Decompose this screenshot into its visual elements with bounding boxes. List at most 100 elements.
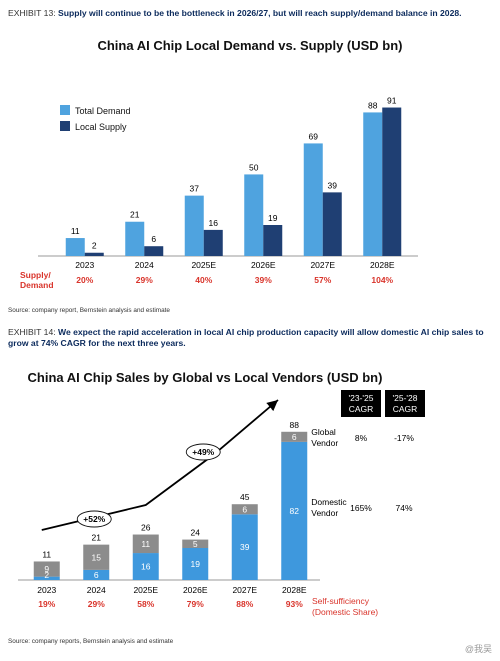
data-label-local-supply: 16: [209, 218, 219, 228]
cagr-value: -17%: [394, 433, 414, 443]
bar-domestic-vendor: [33, 576, 60, 580]
data-label-total: 45: [240, 492, 250, 502]
cagr-header-box: [385, 390, 425, 417]
cagr-header-line: CAGR: [349, 404, 374, 414]
self-sufficiency-value: 58%: [137, 599, 154, 609]
exhibit13-headline: Supply will continue to be the bottlenec…: [58, 8, 462, 18]
vendor-sales-chart: China AI Chip Sales by Global vs Local V…: [18, 370, 425, 617]
self-sufficiency-value: 88%: [236, 599, 253, 609]
growth-annotation-label: +49%: [192, 447, 214, 457]
growth-annotation-bubble: [185, 443, 221, 461]
data-label-total: 24: [191, 528, 201, 538]
growth-annotation-label: +52%: [83, 514, 105, 524]
supply-demand-ratio: 104%: [371, 275, 393, 285]
legend-swatch-total-demand: [60, 105, 70, 115]
data-label-domestic-vendor: 16: [141, 562, 151, 572]
data-label-global-vendor: 6: [292, 432, 297, 442]
supply-demand-ratio: 40%: [195, 275, 212, 285]
bar-global-vendor: [83, 544, 110, 570]
x-tick-label: 2027E: [310, 260, 335, 270]
data-label-total: 88: [290, 420, 300, 430]
series-label-line: Vendor: [311, 438, 338, 448]
x-tick-label: 2025E: [133, 585, 158, 595]
bar-local-supply: [84, 252, 104, 256]
supply-demand-ratio: 39%: [255, 275, 272, 285]
cagr-header-label: '25-'28 CAGR: [393, 393, 418, 414]
cagr-header-line: '25-'28: [393, 393, 418, 403]
data-label-total: 21: [92, 533, 102, 543]
bar-total-demand: [303, 143, 323, 256]
bar-local-supply: [382, 107, 402, 257]
supply-demand-ratio: 57%: [314, 275, 331, 285]
x-tick-label: 2023: [37, 585, 56, 595]
data-label-local-supply: 19: [268, 213, 278, 223]
bar-total-demand: [125, 221, 145, 256]
cagr-header-box: [341, 390, 381, 417]
chart2-title: China AI Chip Sales by Global vs Local V…: [28, 370, 383, 385]
x-tick-label: 2028E: [370, 260, 395, 270]
bar-total-demand: [363, 112, 383, 256]
bar-local-supply: [322, 192, 342, 256]
data-label-local-supply: 6: [151, 234, 156, 244]
bar-domestic-vendor: [83, 569, 110, 580]
bar-local-supply: [203, 229, 223, 256]
x-tick-label: 2027E: [232, 585, 257, 595]
self-sufficiency-row-label: Self-sufficiency (Domestic Share): [312, 596, 378, 617]
bar-global-vendor: [281, 431, 308, 442]
x-tick-label: 2025E: [191, 260, 216, 270]
self-sufficiency-value: 79%: [187, 599, 204, 609]
exhibit13-label: EXHIBIT 13:: [8, 8, 56, 18]
demand-supply-chart: China AI Chip Local Demand vs. Supply (U…: [20, 38, 418, 290]
chart1-title: China AI Chip Local Demand vs. Supply (U…: [97, 38, 402, 53]
cagr-value: 165%: [350, 503, 372, 513]
legend-swatch-local-supply: [60, 121, 70, 131]
data-label-global-vendor: 11: [141, 539, 150, 549]
series-label-line: Vendor: [311, 508, 338, 518]
data-label-domestic-vendor: 2: [44, 570, 49, 580]
data-label-total: 26: [141, 523, 151, 533]
data-label-global-vendor: 15: [92, 552, 102, 562]
data-label-local-supply: 2: [92, 241, 97, 251]
bar-total-demand: [65, 238, 85, 256]
bar-domestic-vendor: [182, 548, 209, 580]
data-label-local-supply: 39: [328, 180, 338, 190]
data-label-total-demand: 88: [368, 100, 378, 110]
bar-domestic-vendor: [281, 441, 308, 580]
legend-label-total-demand: Total Demand: [75, 106, 131, 116]
exhibit14-headline: We expect the rapid acceleration in loca…: [8, 327, 484, 348]
bar-global-vendor: [132, 534, 159, 554]
data-label-total-demand: 37: [190, 184, 200, 194]
exhibit13-header: EXHIBIT 13: Supply will continue to be t…: [8, 8, 493, 19]
bar-total-demand: [184, 195, 204, 256]
bar-local-supply: [144, 246, 164, 256]
cagr-header-line: CAGR: [393, 404, 418, 414]
bar-total-demand: [244, 174, 264, 256]
data-label-global-vendor: 9: [44, 564, 49, 574]
supply-demand-row-label-line: Supply/: [20, 270, 51, 280]
data-label-total-demand: 50: [249, 162, 259, 172]
data-label-total-demand: 69: [309, 131, 319, 141]
exhibit14-header: EXHIBIT 14: We expect the rapid accelera…: [8, 327, 493, 349]
data-label-domestic-vendor: 39: [240, 542, 250, 552]
bar-domestic-vendor: [231, 514, 258, 580]
data-label-total: 11: [42, 549, 51, 559]
self-sufficiency-row-label-line: (Domestic Share): [312, 607, 378, 617]
series-label-domestic-vendor: Domestic Vendor: [311, 497, 347, 518]
bar-global-vendor: [182, 539, 209, 548]
legend-label-local-supply: Local Supply: [75, 122, 127, 132]
cagr-header-line: '23-'25: [349, 393, 374, 403]
cagr-value: 8%: [355, 433, 368, 443]
self-sufficiency-value: 29%: [88, 599, 105, 609]
data-label-total-demand: 11: [71, 226, 80, 236]
supply-demand-row-label: Supply/Demand: [20, 270, 54, 290]
self-sufficiency-value: 93%: [286, 599, 303, 609]
series-label-line: Global: [311, 427, 336, 437]
x-tick-label: 2026E: [251, 260, 276, 270]
watermark: @我吴: [464, 644, 492, 654]
bar-global-vendor: [231, 504, 258, 515]
growth-annotation-bubble: [76, 510, 112, 528]
exhibit13-source: Source: company report, Bernstein analys…: [8, 307, 170, 314]
self-sufficiency-row-label-line: Self-sufficiency: [312, 596, 370, 606]
self-sufficiency-value: 19%: [38, 599, 55, 609]
bar-domestic-vendor: [132, 553, 159, 580]
